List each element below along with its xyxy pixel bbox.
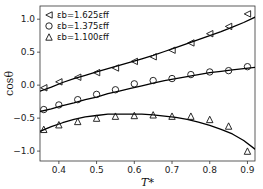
data-point: [131, 81, 137, 87]
legend-label: εb=1.625εff: [57, 10, 110, 20]
fit-line: [40, 67, 255, 111]
x-tick-label: 0.8: [203, 165, 218, 175]
x-tick: [172, 161, 173, 164]
x-tick-label: 0.5: [89, 165, 103, 175]
x-tick: [247, 161, 248, 164]
x-tick: [209, 161, 210, 164]
data-point: [112, 65, 118, 71]
data-point: [207, 116, 213, 122]
data-point: [207, 69, 213, 75]
data-point: [188, 113, 194, 119]
data-point: [225, 23, 231, 29]
legend-label: εb=1.375εff: [57, 21, 110, 31]
data-point: [93, 91, 99, 97]
fit-line: [40, 114, 255, 149]
y-tick: [37, 52, 40, 53]
legend-marker: [46, 23, 52, 29]
data-point: [188, 71, 194, 77]
data-point: [93, 69, 99, 75]
data-point: [131, 58, 137, 64]
data-point: [41, 85, 47, 91]
data-point: [244, 63, 250, 69]
data-point: [75, 118, 81, 124]
legend-label: εb=1.100εff: [57, 32, 110, 42]
x-tick: [58, 161, 59, 164]
y-tick: [37, 151, 40, 152]
data-point: [169, 75, 175, 81]
data-point: [112, 87, 118, 93]
data-point: [112, 113, 118, 119]
y-tick-label: 0.5: [21, 47, 35, 57]
y-tick-label: −1.0: [13, 146, 35, 156]
data-point: [225, 67, 231, 73]
data-point: [188, 40, 194, 46]
data-point: [75, 96, 81, 102]
y-tick: [37, 19, 40, 20]
x-axis-label: T*: [141, 176, 154, 189]
data-point: [244, 11, 250, 17]
data-point: [225, 123, 231, 129]
plot-frame: [40, 6, 255, 161]
x-tick-label: 0.7: [165, 165, 179, 175]
chart: 0.4 0.5 0.6 0.7 0.8 0.9 −1.0 −0.5 0.0 0.5 1.0 T* cos…: [0, 0, 263, 189]
y-tick-label: 1.0: [21, 14, 36, 24]
x-tick-label: 0.6: [127, 165, 142, 175]
y-tick-label: 0.0: [21, 80, 36, 90]
y-tick: [37, 118, 40, 119]
legend-marker: [46, 34, 52, 40]
data-point: [169, 113, 175, 119]
data-point: [56, 122, 62, 128]
plot-data: [40, 11, 255, 155]
data-point: [150, 112, 156, 118]
x-tick-label: 0.4: [52, 165, 67, 175]
legend-marker: [46, 12, 52, 18]
data-point: [207, 31, 213, 37]
y-tick: [37, 85, 40, 86]
x-tick: [134, 161, 135, 164]
y-tick-label: −0.5: [13, 113, 35, 123]
data-point: [244, 148, 250, 154]
data-point: [41, 106, 47, 112]
fit-line: [40, 17, 255, 91]
y-axis-label: cosθ: [3, 71, 16, 96]
x-tick: [96, 161, 97, 164]
data-point: [150, 77, 156, 83]
data-point: [41, 126, 47, 132]
legend: εb=1.625εffεb=1.375εffεb=1.100εff: [46, 10, 110, 42]
data-point: [56, 102, 62, 108]
data-point: [93, 115, 99, 121]
data-point: [169, 47, 175, 53]
data-point: [56, 79, 62, 85]
data-point: [150, 54, 156, 60]
data-point: [75, 74, 81, 80]
x-tick-label: 0.9: [240, 165, 255, 175]
data-point: [131, 112, 137, 118]
